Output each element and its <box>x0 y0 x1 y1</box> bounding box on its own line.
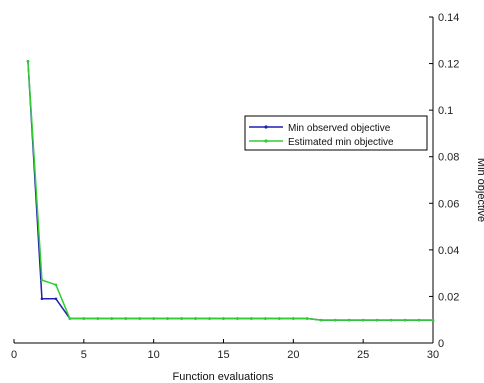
y-axis-title: Min objective <box>475 158 484 222</box>
series-point-1 <box>124 317 128 320</box>
series-point-1 <box>180 317 183 320</box>
y-tick-label: 0.04 <box>438 245 459 257</box>
series-point-1 <box>306 317 309 320</box>
series-point-1 <box>40 278 44 282</box>
series-point-1 <box>138 317 141 320</box>
x-tick-label: 5 <box>81 349 87 361</box>
x-tick-label: 30 <box>427 349 439 361</box>
x-tick-label: 25 <box>357 349 369 361</box>
series-point-1 <box>361 318 365 322</box>
series-point-1 <box>389 318 393 322</box>
y-tick-label: 0.06 <box>438 198 459 210</box>
y-tick-label: 0.12 <box>438 59 459 71</box>
series-point-1 <box>152 317 155 320</box>
x-tick-label: 10 <box>148 349 160 361</box>
series-point-1 <box>222 317 225 320</box>
legend-marker-estimated-min <box>264 139 268 143</box>
series-point-1 <box>278 317 281 320</box>
y-tick-label: 0.14 <box>438 12 459 24</box>
series-point-1 <box>431 318 435 322</box>
series-line-1 <box>27 61 433 321</box>
series-point-1 <box>68 317 72 320</box>
series-point-1 <box>166 317 169 320</box>
legend: Min observed objective Estimated min obj… <box>244 115 428 151</box>
legend-label-min-observed: Min observed objective <box>288 123 391 134</box>
x-axis-title: Function evaluations <box>173 371 274 383</box>
series-point-1 <box>236 317 239 320</box>
legend-box <box>244 115 428 151</box>
series-point-1 <box>250 317 253 320</box>
legend-marker-min-observed <box>264 125 268 129</box>
series-point-1 <box>110 317 114 320</box>
y-tick-label: 0 <box>438 338 444 350</box>
series-point-1 <box>347 318 351 322</box>
series-point-1 <box>208 317 211 320</box>
series-point-1 <box>319 318 323 322</box>
y-tick-label: 0.02 <box>438 291 459 303</box>
series-point-1 <box>82 317 86 320</box>
series-point-1 <box>333 318 337 322</box>
series-point-1 <box>26 59 30 63</box>
plot-area <box>26 59 435 322</box>
x-tick-label: 20 <box>287 349 299 361</box>
y-tick-label: 0.1 <box>438 105 453 117</box>
series-point-1 <box>292 317 295 320</box>
legend-label-estimated-min: Estimated min objective <box>288 137 394 148</box>
series-point-1 <box>375 318 379 322</box>
y-tick-label: 0.08 <box>438 152 459 164</box>
x-tick-label: 0 <box>11 349 17 361</box>
series-point-1 <box>264 317 267 320</box>
series-point-0 <box>40 297 44 301</box>
series-point-1 <box>194 317 197 320</box>
series-point-1 <box>54 283 58 287</box>
x-tick-label: 15 <box>217 349 229 361</box>
series-point-1 <box>403 318 407 322</box>
series-point-1 <box>96 317 100 320</box>
series-line-0 <box>27 61 433 321</box>
series-point-0 <box>54 297 58 301</box>
series-point-1 <box>417 318 421 322</box>
